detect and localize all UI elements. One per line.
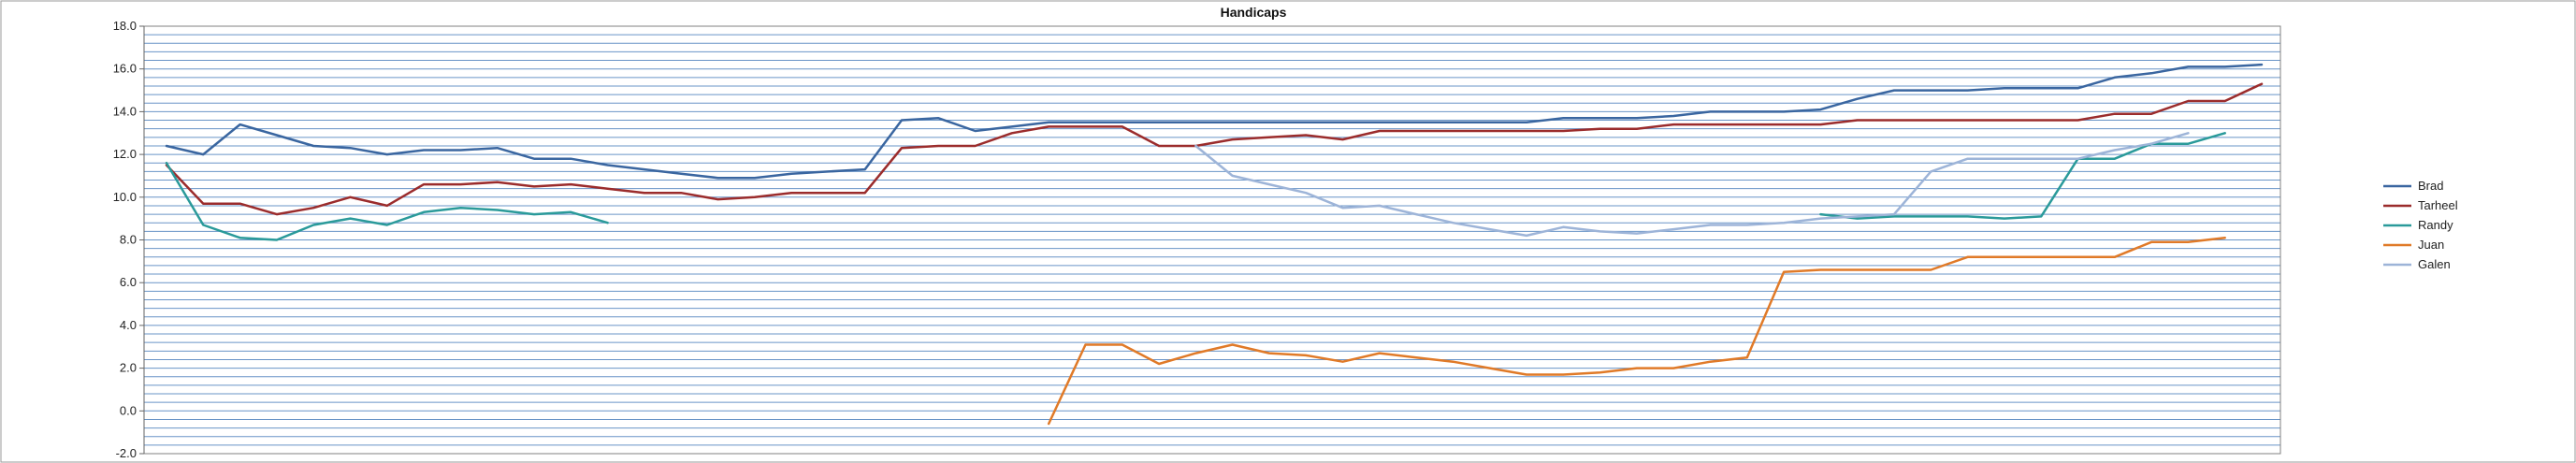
y-tick-label: 12.0 [113,147,137,161]
y-tick-label: 10.0 [113,190,137,204]
legend-label-tarheel: Tarheel [2418,198,2458,212]
series-lines [165,63,2264,426]
chart-title: Handicaps [1221,5,1287,20]
series-line-tarheel [165,82,2264,216]
legend-label-galen: Galen [2418,257,2451,271]
legend-label-randy: Randy [2418,218,2453,232]
series-line-juan [1047,236,2226,426]
y-tick-label: 4.0 [120,318,137,332]
y-tick-label: 8.0 [120,233,137,247]
y-tick-label: 14.0 [113,104,137,118]
series-line-brad [165,63,2264,180]
y-tick-label: 2.0 [120,361,137,375]
legend-label-juan: Juan [2418,238,2444,252]
axes: -2.0 0.0 2.0 4.0 6.0 8.0 10.0 12.0 14.0 16.0 18.0 [113,19,2281,460]
legend-label-brad: Brad [2418,179,2443,193]
legend: Brad Tarheel Randy Juan Galen [2383,179,2458,271]
series-line-randy [165,132,2226,241]
y-tick-label: 6.0 [120,275,137,289]
y-tick-label: -2.0 [116,446,137,460]
y-tick-label: 16.0 [113,62,137,76]
y-tick-label: 0.0 [120,403,137,417]
series-line-galen [1194,132,2190,238]
y-tick-label: 18.0 [113,19,137,33]
